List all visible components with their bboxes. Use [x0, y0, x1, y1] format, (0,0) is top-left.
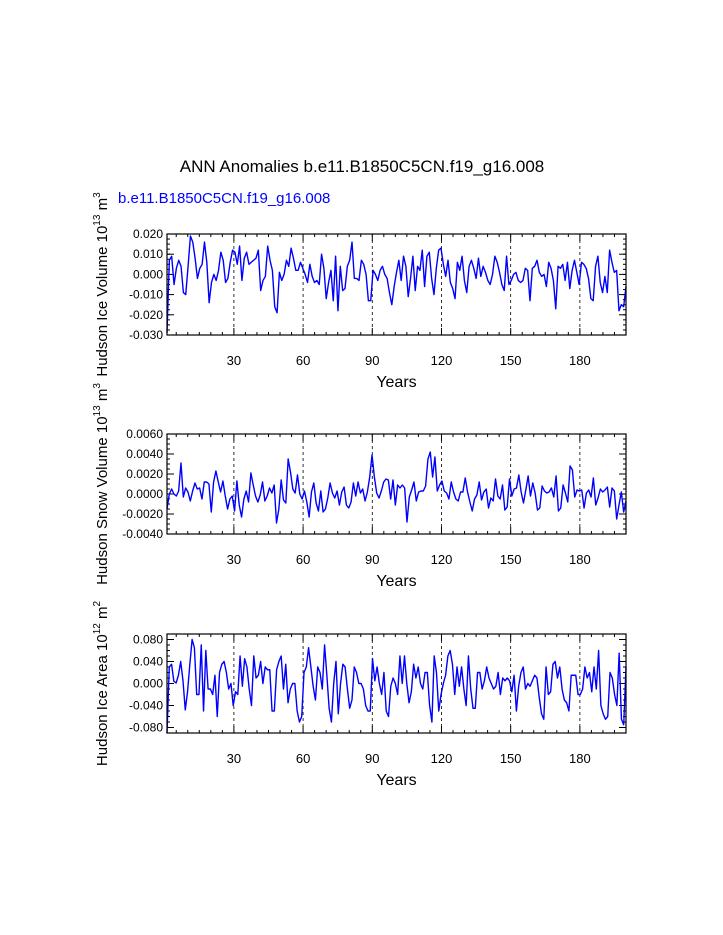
- panel-ice-volume: 30 60 90 120 150 180 -0.030 -0.020 -0.010 0.000 0.…: [92, 192, 627, 391]
- y-tick-label: 0.020: [133, 227, 163, 241]
- x-tick-label: 30: [227, 353, 241, 368]
- x-tick-label: 60: [296, 353, 310, 368]
- x-tick-label: 180: [569, 353, 591, 368]
- y-tick-label: -0.010: [129, 288, 163, 302]
- x-tick-label: 120: [431, 353, 453, 368]
- x-tick-label: 120: [431, 751, 453, 766]
- x-tick-label: 30: [227, 751, 241, 766]
- y-tick-label: 0.0060: [126, 427, 163, 441]
- y-axis-title: Hudson Ice Area 1012 m2: [92, 601, 111, 767]
- x-tick-label: 150: [500, 353, 522, 368]
- x-tick-label: 60: [296, 552, 310, 567]
- x-tick-label: 90: [365, 552, 379, 567]
- y-tick-label: -0.0020: [122, 507, 163, 521]
- x-tick-label: 60: [296, 751, 310, 766]
- series-line: [166, 451, 627, 524]
- plot-frame: [166, 633, 627, 734]
- x-tick-label: 30: [227, 552, 241, 567]
- y-tick-label: -0.080: [129, 721, 163, 735]
- x-tick-label: 90: [365, 353, 379, 368]
- y-tick-label: 0.040: [133, 655, 163, 669]
- series-line: [166, 638, 627, 734]
- case-label: b.e11.B1850C5CN.f19_g16.008: [118, 190, 330, 207]
- x-axis-title: Years: [376, 772, 416, 789]
- x-tick-label: 150: [500, 552, 522, 567]
- y-axis-title: Hudson Snow Volume 1013 m3: [92, 383, 111, 585]
- y-tick-label: -0.020: [129, 308, 163, 322]
- plot-frame: [166, 233, 627, 336]
- y-tick-label: 0.080: [133, 633, 163, 647]
- y-tick-label: 0.000: [133, 267, 163, 281]
- y-tick-label: 0.0020: [126, 467, 163, 481]
- series-line: [166, 235, 627, 334]
- page-title: ANN Anomalies b.e11.B1850C5CN.f19_g16.00…: [180, 157, 544, 176]
- y-tick-label: 0.010: [133, 247, 163, 261]
- y-tick-label: 0.0040: [126, 447, 163, 461]
- x-tick-label: 120: [431, 552, 453, 567]
- y-tick-label: 0.000: [133, 677, 163, 691]
- y-tick-label: -0.030: [129, 328, 163, 342]
- panel-ice-area: 30 60 90 120 150 180 -0.080 -0.040 0.000 0.040 0.0…: [92, 601, 627, 789]
- y-axis-title: Hudson Ice Volume 1013 m3: [92, 192, 111, 377]
- x-axis-title: Years: [376, 573, 416, 590]
- x-tick-label: 180: [569, 552, 591, 567]
- y-tick-label: 0.0000: [126, 487, 163, 501]
- y-tick-label: -0.0040: [122, 527, 163, 541]
- panel-snow-volume: 30 60 90 120 150 180 -0.0040 -0.0020 0.0000 0.002…: [92, 383, 627, 590]
- plot-frame: [166, 433, 627, 535]
- x-axis-title: Years: [376, 374, 416, 391]
- x-tick-label: 180: [569, 751, 591, 766]
- x-tick-label: 90: [365, 751, 379, 766]
- y-tick-label: -0.040: [129, 699, 163, 713]
- x-tick-label: 150: [500, 751, 522, 766]
